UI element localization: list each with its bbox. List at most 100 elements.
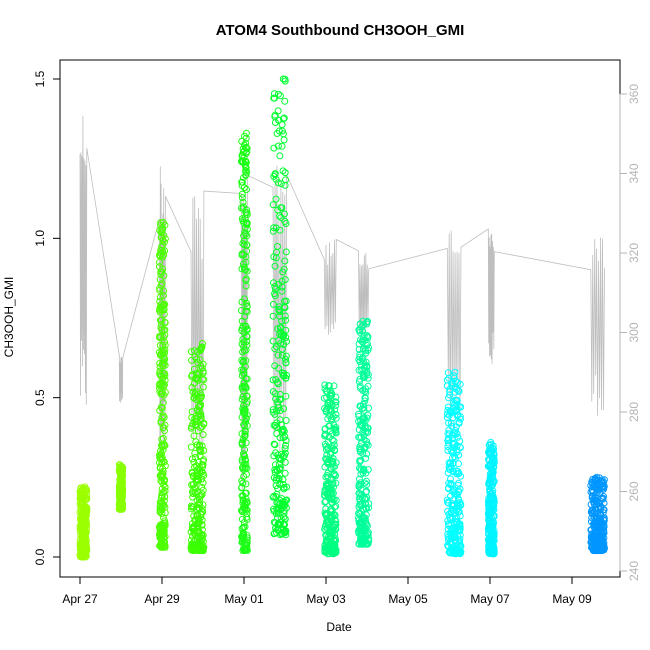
data-point <box>187 502 195 510</box>
data-point <box>328 541 336 549</box>
data-point <box>193 472 201 480</box>
data-point <box>160 413 168 421</box>
data-point <box>193 388 201 396</box>
data-point <box>359 449 367 457</box>
data-point <box>332 479 340 487</box>
data-point <box>282 326 290 334</box>
data-point <box>242 346 250 354</box>
data-point <box>330 441 338 449</box>
data-point <box>588 514 596 522</box>
data-point <box>239 458 246 466</box>
data-point <box>450 439 458 447</box>
y-axis-label: CH3OOH_GMI <box>2 277 16 358</box>
data-point <box>451 455 459 462</box>
data-point <box>243 206 251 214</box>
data-point <box>156 507 164 515</box>
data-point <box>156 258 163 266</box>
data-point <box>117 499 125 507</box>
data-point <box>195 499 203 507</box>
data-point <box>281 257 289 265</box>
data-point <box>243 332 251 340</box>
data-point <box>271 285 279 293</box>
data-point <box>359 469 367 477</box>
data-point <box>456 520 464 528</box>
data-point <box>77 505 85 513</box>
data-point <box>158 435 166 443</box>
data-point <box>328 430 336 438</box>
data-point <box>321 547 329 555</box>
data-point <box>361 361 369 369</box>
data-point <box>485 441 493 449</box>
data-point <box>243 209 251 217</box>
data-point <box>589 487 596 494</box>
data-point <box>275 404 283 412</box>
data-point <box>456 444 464 451</box>
data-point <box>81 527 89 535</box>
data-point <box>591 534 599 542</box>
data-point <box>273 248 280 256</box>
data-point <box>197 345 205 353</box>
data-point <box>452 423 460 431</box>
data-point <box>451 440 458 448</box>
data-point <box>199 479 207 487</box>
data-point <box>355 480 363 488</box>
data-point <box>243 506 251 514</box>
data-point <box>197 412 205 420</box>
data-point <box>490 449 498 457</box>
data-point <box>277 340 284 348</box>
data-point <box>189 546 197 554</box>
data-point <box>279 115 287 123</box>
data-point <box>597 521 605 529</box>
data-point <box>157 450 165 457</box>
data-point <box>445 510 453 518</box>
data-point <box>281 498 289 506</box>
data-point <box>445 374 453 382</box>
data-point <box>240 184 248 192</box>
data-point <box>192 369 200 377</box>
data-point <box>274 142 282 150</box>
data-point <box>454 495 462 503</box>
data-point <box>199 538 207 545</box>
data-point <box>448 500 456 508</box>
data-point <box>454 481 462 489</box>
data-point <box>357 445 365 453</box>
data-point <box>276 416 284 424</box>
data-point <box>444 507 452 515</box>
data-point <box>199 431 207 439</box>
data-point <box>356 458 364 466</box>
data-point <box>360 536 368 544</box>
data-point <box>357 479 365 487</box>
data-point <box>364 382 372 390</box>
data-point <box>280 265 288 273</box>
data-point <box>358 524 366 532</box>
data-point <box>327 545 335 553</box>
data-point <box>238 430 246 438</box>
data-point <box>358 494 366 502</box>
data-point <box>487 508 495 516</box>
data-point <box>238 182 246 190</box>
flight-segment <box>320 381 340 558</box>
data-point <box>161 427 168 435</box>
data-point <box>451 368 459 376</box>
data-point <box>239 240 247 248</box>
data-point <box>242 171 250 179</box>
data-point <box>489 544 497 551</box>
data-point <box>360 514 368 522</box>
data-point <box>157 229 165 236</box>
data-point <box>158 478 166 486</box>
data-point <box>188 384 196 391</box>
data-point <box>587 501 595 508</box>
data-point <box>327 464 335 472</box>
data-point <box>361 500 369 508</box>
data-point <box>452 427 459 434</box>
data-point <box>279 480 287 488</box>
data-point <box>452 403 460 410</box>
data-point <box>194 511 202 519</box>
data-point <box>281 276 289 284</box>
data-point <box>281 169 289 177</box>
data-point <box>355 378 363 386</box>
data-point <box>361 387 369 395</box>
data-point <box>282 392 290 400</box>
data-point <box>274 351 282 359</box>
data-point <box>365 404 372 412</box>
